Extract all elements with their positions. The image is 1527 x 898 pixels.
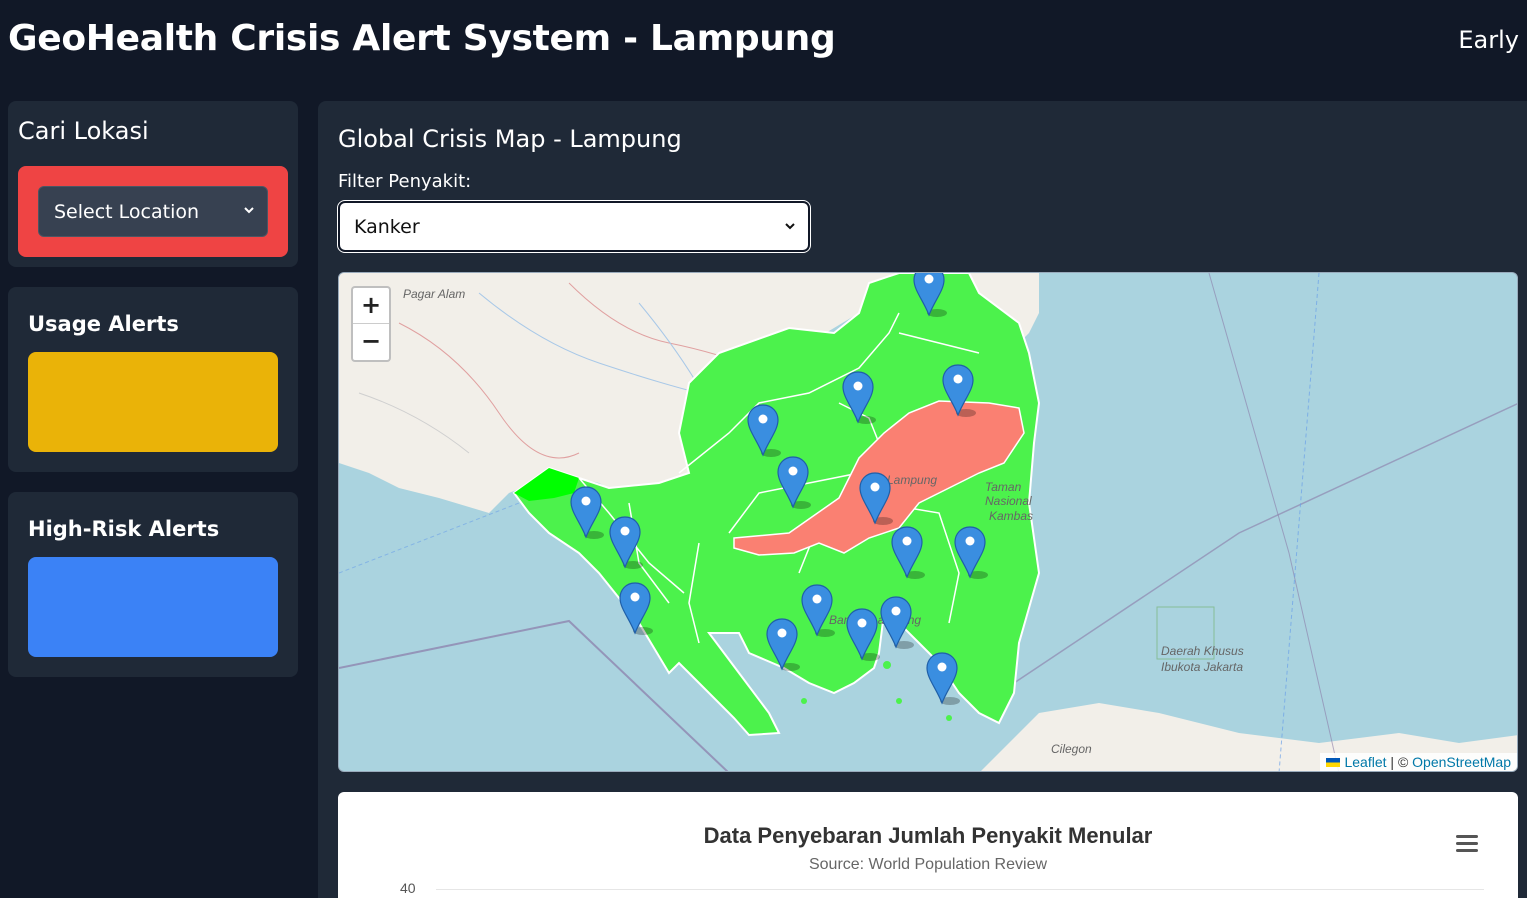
map-label-taman-1: Taman: [985, 480, 1022, 494]
map-label-cilegon: Cilegon: [1051, 742, 1092, 756]
map-label-jakarta-1: Daerah Khusus: [1161, 644, 1244, 658]
disease-filter-select[interactable]: Kanker: [337, 200, 811, 253]
map-marker-icon[interactable]: [777, 456, 811, 509]
app-title: GeoHealth Crisis Alert System - Lampung: [8, 18, 836, 59]
chevron-down-icon: [244, 207, 254, 214]
leaflet-link[interactable]: Leaflet: [1344, 754, 1387, 770]
map-marker-icon[interactable]: [926, 652, 960, 705]
map-marker-icon[interactable]: [609, 516, 643, 569]
crisis-map[interactable]: Pagar Alam Cilegon Daerah Khusus Ibukota…: [338, 272, 1518, 772]
usage-alerts-title: Usage Alerts: [28, 312, 179, 336]
map-marker-icon[interactable]: [747, 404, 781, 457]
map-canvas[interactable]: Pagar Alam Cilegon Daerah Khusus Ibukota…: [339, 273, 1518, 772]
location-select-value: Select Location: [54, 201, 200, 223]
map-marker-icon[interactable]: [619, 582, 653, 635]
map-marker-icon[interactable]: [570, 486, 604, 539]
main-panel: Global Crisis Map - Lampung Filter Penya…: [318, 101, 1527, 898]
map-marker-icon[interactable]: [891, 526, 925, 579]
openstreetmap-link[interactable]: OpenStreetMap: [1412, 754, 1511, 770]
filter-label: Filter Penyakit:: [338, 171, 472, 192]
map-marker-icon[interactable]: [954, 526, 988, 579]
search-location-title: Cari Lokasi: [18, 117, 149, 145]
usage-alerts-card: Usage Alerts: [8, 287, 298, 472]
chart-gridline: [436, 889, 1484, 890]
map-attribution: Leaflet | © OpenStreetMap: [1320, 753, 1517, 771]
search-location-card: Cari Lokasi Select Location: [8, 101, 298, 267]
chart-y-tick: 40: [400, 880, 416, 896]
zoom-control: + −: [351, 286, 391, 362]
high-risk-alerts-panel: [28, 557, 278, 657]
map-label-taman-3: Kambas: [989, 509, 1033, 523]
chart-subtitle: Source: World Population Review: [808, 856, 1048, 873]
high-risk-alerts-card: High-Risk Alerts: [8, 492, 298, 677]
map-label-lampung: Lampung: [887, 473, 937, 487]
top-bar: GeoHealth Crisis Alert System - Lampung …: [0, 0, 1527, 100]
zoom-in-button[interactable]: +: [353, 288, 389, 324]
disease-chart: Data Penyebaran Jumlah Penyakit Menular …: [338, 792, 1518, 898]
map-label-pagar-alam: Pagar Alam: [403, 287, 465, 301]
map-title: Global Crisis Map - Lampung: [338, 125, 682, 153]
map-marker-icon[interactable]: [942, 364, 976, 417]
map-marker-icon[interactable]: [846, 608, 880, 661]
map-label-taman-2: Nasional: [985, 494, 1032, 508]
map-marker-icon[interactable]: [766, 618, 800, 671]
map-marker-icon[interactable]: [842, 371, 876, 424]
zoom-out-button[interactable]: −: [360, 327, 382, 355]
map-label-jakarta-2: Ibukota Jakarta: [1161, 660, 1243, 674]
chevron-down-icon: [785, 223, 795, 230]
header-right-text: Early: [1458, 26, 1519, 54]
high-risk-alerts-title: High-Risk Alerts: [28, 517, 220, 541]
attribution-separator: | ©: [1386, 754, 1413, 770]
chart-menu-icon[interactable]: [1456, 835, 1478, 853]
usage-alerts-panel: [28, 352, 278, 452]
map-marker-icon[interactable]: [859, 472, 893, 525]
location-select[interactable]: Select Location: [38, 186, 268, 237]
map-marker-icon[interactable]: [801, 584, 835, 637]
disease-filter-value: Kanker: [354, 216, 420, 238]
map-marker-icon[interactable]: [913, 273, 947, 317]
ukraine-flag-icon: [1326, 758, 1341, 767]
chart-title: Data Penyebaran Jumlah Penyakit Menular: [703, 823, 1153, 848]
search-location-panel: Select Location: [18, 166, 288, 257]
map-marker-icon[interactable]: [880, 596, 914, 649]
